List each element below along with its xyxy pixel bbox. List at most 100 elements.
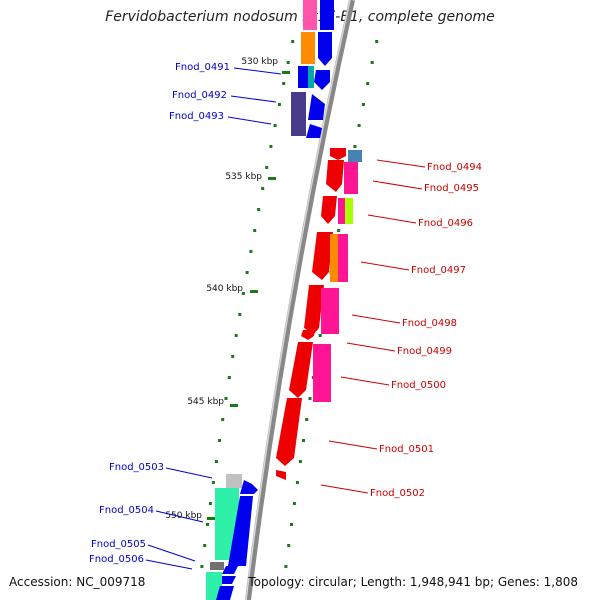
guide-dot xyxy=(287,544,291,547)
right-leader-lines xyxy=(320,159,426,494)
gene-label[interactable]: Fnod_0502 xyxy=(370,488,425,499)
guide-dot xyxy=(245,271,249,274)
gene-arrow-0493 xyxy=(306,124,322,138)
guide-dot xyxy=(361,103,365,106)
scale-tick-label: 540 kbp xyxy=(206,284,243,294)
guide-dot xyxy=(265,166,269,169)
gene-arrow-0497 xyxy=(312,232,333,280)
cog-bar-0494 xyxy=(348,150,362,162)
scale-tick xyxy=(250,290,258,293)
leader-line xyxy=(376,159,426,168)
guide-dot xyxy=(253,229,257,232)
cog-bar-0503a xyxy=(226,474,242,488)
scale-tick xyxy=(268,177,276,180)
guide-dot xyxy=(302,439,305,442)
gene-label[interactable]: Fnod_0499 xyxy=(397,346,452,357)
gene-label[interactable]: Fnod_0494 xyxy=(427,162,482,173)
cog-bar-0495 xyxy=(344,162,358,194)
cog-bar xyxy=(320,0,334,30)
cog-bar-0491b xyxy=(298,66,308,88)
guide-dot xyxy=(298,460,302,463)
guide-dot xyxy=(286,61,290,64)
guide-dot xyxy=(292,502,296,505)
topology-label: Topology: circular; Length: 1,948,941 bp… xyxy=(248,575,578,589)
gene-label[interactable]: Fnod_0498 xyxy=(402,318,457,329)
gene-label[interactable]: Fnod_0491 xyxy=(175,62,230,73)
leader-line xyxy=(340,376,390,386)
leader-line xyxy=(360,261,410,271)
gene-label[interactable]: Fnod_0497 xyxy=(411,265,466,276)
scale-tick-label: 550 kbp xyxy=(165,511,202,521)
guide-dot xyxy=(249,250,253,253)
gene-label[interactable]: Fnod_0496 xyxy=(418,218,473,229)
cog-bar-0496b xyxy=(345,198,353,224)
cog-bar-0497b xyxy=(338,234,348,282)
gene-label[interactable]: Fnod_0505 xyxy=(91,539,146,550)
guide-dot xyxy=(214,460,218,463)
gene-label[interactable]: Fnod_0492 xyxy=(172,90,227,101)
gene-label[interactable]: Fnod_0495 xyxy=(424,183,479,194)
gene-arrow-0498 xyxy=(304,285,324,334)
scale-tick xyxy=(282,71,290,74)
gene-arrow-0506 xyxy=(220,576,236,584)
gene-arrow-0505 xyxy=(222,566,238,574)
guide-dot xyxy=(241,292,245,295)
gene-label[interactable]: Fnod_0500 xyxy=(391,380,446,391)
leader-line xyxy=(227,116,272,125)
gene-arrow-0504 xyxy=(228,496,253,566)
guide-dot xyxy=(257,208,261,211)
scale-tick-label: 530 kbp xyxy=(241,57,278,67)
guide-dot xyxy=(337,229,341,232)
guide-dot xyxy=(261,187,265,190)
leader-line xyxy=(367,214,417,224)
scale-tick-labels: 530 kbp 535 kbp 540 kbp 545 kbp 550 kbp xyxy=(165,57,278,521)
guide-dot xyxy=(353,145,357,148)
guide-dot xyxy=(218,439,221,442)
forward-genes-upper xyxy=(291,32,332,138)
scale-tick xyxy=(207,517,215,520)
gene-arrow-0495 xyxy=(326,160,344,192)
guide-dot xyxy=(224,397,228,400)
leader-line xyxy=(346,342,396,352)
guide-dot xyxy=(200,565,204,568)
cog-bar-0496a xyxy=(338,198,345,224)
genome-backbone xyxy=(245,0,355,600)
gene-arrow-0494 xyxy=(330,148,346,160)
gene-arrow-0496 xyxy=(321,196,337,224)
guide-dot xyxy=(277,103,281,106)
gene-label[interactable]: Fnod_0501 xyxy=(379,444,434,455)
leader-line xyxy=(328,440,378,450)
gene-label[interactable]: Fnod_0493 xyxy=(169,111,224,122)
gene-arrow-0499 xyxy=(301,330,315,340)
guide-dot xyxy=(318,334,322,337)
gene-arrow-0507 xyxy=(216,586,234,600)
gene-label[interactable]: Fnod_0506 xyxy=(89,554,144,565)
guide-dot xyxy=(208,502,212,505)
gene-arrow-0502 xyxy=(276,470,286,480)
guide-dot xyxy=(366,82,370,85)
gene-label[interactable]: Fnod_0503 xyxy=(109,462,164,473)
gene-label[interactable]: Fnod_0504 xyxy=(99,505,154,516)
scale-tick-label: 535 kbp xyxy=(225,172,262,182)
cog-bar-0498 xyxy=(321,288,339,334)
guide-dot xyxy=(227,376,231,379)
leader-line xyxy=(145,559,193,570)
cog-bar-0505 xyxy=(210,562,224,570)
guide-dot xyxy=(295,481,299,484)
left-leader-lines xyxy=(145,67,282,570)
guide-dot xyxy=(305,418,309,421)
leader-line xyxy=(372,180,423,190)
guide-dot xyxy=(206,523,209,526)
guide-dot xyxy=(282,82,286,85)
guide-dot xyxy=(291,40,295,43)
genome-backbone-highlight xyxy=(245,0,351,600)
gene-arrow-0501 xyxy=(276,398,302,466)
gene-arrow-0500 xyxy=(289,342,313,398)
accession-label: Accession: NC_009718 xyxy=(9,575,146,589)
guide-dot xyxy=(370,61,374,64)
scale-ticks xyxy=(207,71,290,520)
guide-dot xyxy=(203,544,207,547)
guide-dot xyxy=(231,355,235,358)
guide-dot xyxy=(234,334,238,337)
